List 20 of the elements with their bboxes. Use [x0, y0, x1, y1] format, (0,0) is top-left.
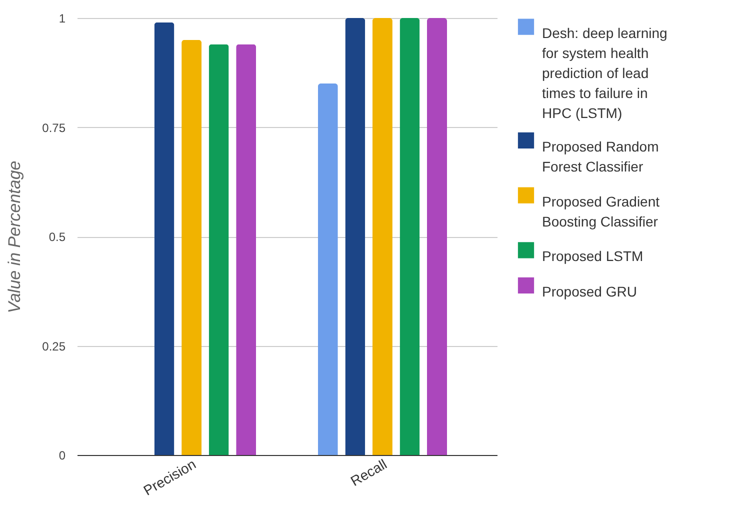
legend-label: Proposed LSTM: [542, 248, 644, 264]
bar: [318, 84, 338, 455]
bar: [372, 18, 392, 455]
bar: [400, 18, 420, 455]
bar: [154, 22, 174, 455]
legend-label: Proposed Gradient Boosting Classifier: [542, 193, 660, 230]
legend-label: Desh: deep learning for system health prediction of lead times to failure in HPC (LSTM): [542, 24, 668, 121]
y-tick-label: 0.25: [42, 339, 66, 354]
bar: [427, 18, 447, 455]
legend-label: Proposed GRU: [542, 283, 637, 300]
bar: [208, 44, 229, 455]
bar: [236, 44, 256, 455]
y-tick-label: 0.75: [42, 120, 66, 135]
bar: [182, 40, 202, 455]
y-tick-label: 0.5: [48, 230, 66, 244]
legend-label: Proposed Random Forest Classifier: [542, 138, 659, 174]
y-axis-title: Value in Percentage: [5, 160, 24, 314]
bar: [345, 18, 366, 455]
y-tick-label: 1: [58, 12, 66, 26]
y-tick-label: 0: [58, 448, 66, 462]
